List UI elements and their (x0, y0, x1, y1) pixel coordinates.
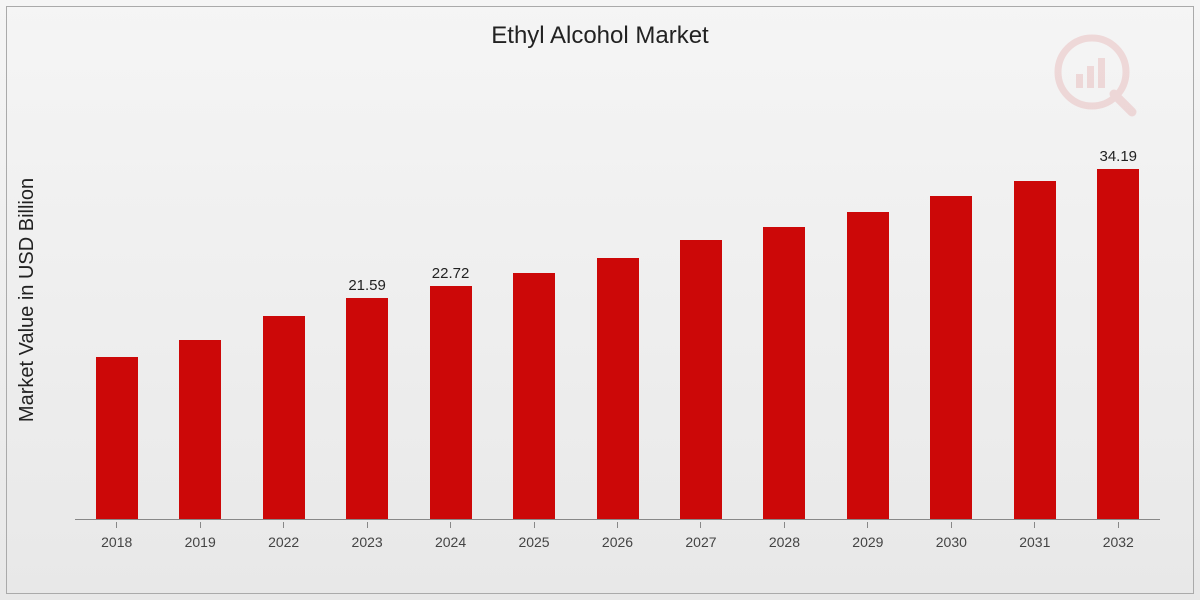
x-tick: 2027 (681, 522, 721, 550)
bar-rect (1097, 169, 1139, 519)
x-tick-label: 2022 (268, 534, 299, 550)
x-tick: 2022 (264, 522, 304, 550)
tick-mark (617, 522, 618, 528)
x-tick-label: 2019 (185, 534, 216, 550)
bar-rect (263, 316, 305, 519)
bar (847, 212, 889, 520)
x-tick: 2025 (514, 522, 554, 550)
x-tick: 2023 (347, 522, 387, 550)
x-tick-label: 2026 (602, 534, 633, 550)
bar-rect (597, 258, 639, 519)
x-axis: 2018 2019 2022 2023 2024 2025 2026 2027 2028 2029… (75, 522, 1160, 572)
bar (1014, 181, 1056, 519)
x-tick: 2030 (931, 522, 971, 550)
tick-mark (200, 522, 201, 528)
bar (513, 273, 555, 519)
chart-title: Ethyl Alcohol Market (0, 22, 1200, 50)
x-tick-label: 2029 (852, 534, 883, 550)
bar (930, 196, 972, 519)
x-tick-label: 2032 (1103, 534, 1134, 550)
tick-mark (1118, 522, 1119, 528)
x-tick: 2032 (1098, 522, 1138, 550)
bar (680, 240, 722, 519)
tick-mark (283, 522, 284, 528)
x-tick: 2018 (97, 522, 137, 550)
y-axis-label: Market Value in USD Billion (16, 178, 39, 422)
bar-rect (96, 357, 138, 519)
bar-rect (680, 240, 722, 519)
tick-mark (534, 522, 535, 528)
x-tick-label: 2023 (352, 534, 383, 550)
bar-rect (930, 196, 972, 519)
tick-mark (700, 522, 701, 528)
x-tick-label: 2030 (936, 534, 967, 550)
x-tick-label: 2025 (518, 534, 549, 550)
tick-mark (951, 522, 952, 528)
bar-rect (1014, 181, 1056, 519)
bar-value-label: 22.72 (432, 265, 470, 282)
bar (96, 357, 138, 519)
x-tick: 2028 (764, 522, 804, 550)
bar: 34.19 (1097, 148, 1139, 519)
bar-rect (763, 227, 805, 519)
bar (763, 227, 805, 519)
bar: 22.72 (430, 265, 472, 519)
bar-rect (847, 212, 889, 520)
chart-plot-area: 21.59 22.72 34.19 (75, 110, 1160, 520)
tick-mark (867, 522, 868, 528)
tick-mark (116, 522, 117, 528)
x-tick: 2031 (1015, 522, 1055, 550)
bar-rect (346, 298, 388, 519)
tick-mark (1034, 522, 1035, 528)
bar: 21.59 (346, 277, 388, 519)
bar (179, 340, 221, 519)
x-tick: 2026 (598, 522, 638, 550)
bar-rect (513, 273, 555, 519)
x-tick: 2029 (848, 522, 888, 550)
tick-mark (784, 522, 785, 528)
tick-mark (450, 522, 451, 528)
x-tick-label: 2024 (435, 534, 466, 550)
bar-rect (179, 340, 221, 519)
x-tick: 2019 (180, 522, 220, 550)
bar-rect (430, 286, 472, 519)
x-tick-label: 2027 (685, 534, 716, 550)
x-tick-label: 2028 (769, 534, 800, 550)
x-tick-label: 2018 (101, 534, 132, 550)
bar-value-label: 34.19 (1099, 148, 1137, 165)
bar-value-label: 21.59 (348, 277, 386, 294)
tick-mark (367, 522, 368, 528)
x-tick-label: 2031 (1019, 534, 1050, 550)
x-tick: 2024 (431, 522, 471, 550)
bar (597, 258, 639, 519)
bar (263, 316, 305, 519)
